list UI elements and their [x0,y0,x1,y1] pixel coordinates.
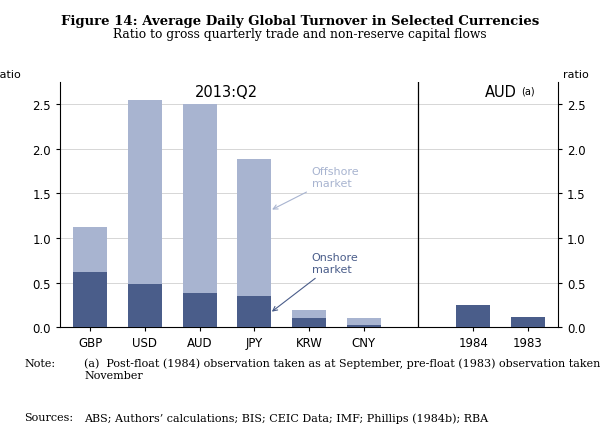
Bar [292,311,326,318]
Bar [292,318,326,328]
Text: Figure 14: Average Daily Global Turnover in Selected Currencies: Figure 14: Average Daily Global Turnover… [61,15,539,28]
Text: Sources:: Sources: [24,412,73,422]
Bar [511,317,545,328]
Bar [128,100,162,284]
Bar [238,296,271,328]
Bar [182,105,217,294]
Text: ratio: ratio [563,70,589,80]
Bar [128,284,162,328]
Text: ratio: ratio [0,70,21,80]
Bar [182,294,217,328]
Bar [73,228,107,273]
Bar [347,325,380,328]
Text: (a)  Post-float (1984) observation taken as at September, pre-float (1983) obser: (a) Post-float (1984) observation taken … [84,358,600,380]
Text: (a): (a) [521,86,535,96]
Bar [238,159,271,296]
Bar [347,319,380,325]
Text: Note:: Note: [24,358,55,368]
Bar [456,306,490,328]
Text: Ratio to gross quarterly trade and non-reserve capital flows: Ratio to gross quarterly trade and non-r… [113,28,487,41]
Bar [73,273,107,328]
Text: AUD: AUD [485,85,517,100]
Text: ABS; Authors’ calculations; BIS; CEIC Data; IMF; Phillips (1984b); RBA: ABS; Authors’ calculations; BIS; CEIC Da… [84,412,488,423]
Text: Onshore
market: Onshore market [273,253,358,311]
Text: Offshore
market: Offshore market [273,167,359,210]
Text: 2013:Q2: 2013:Q2 [196,85,259,100]
